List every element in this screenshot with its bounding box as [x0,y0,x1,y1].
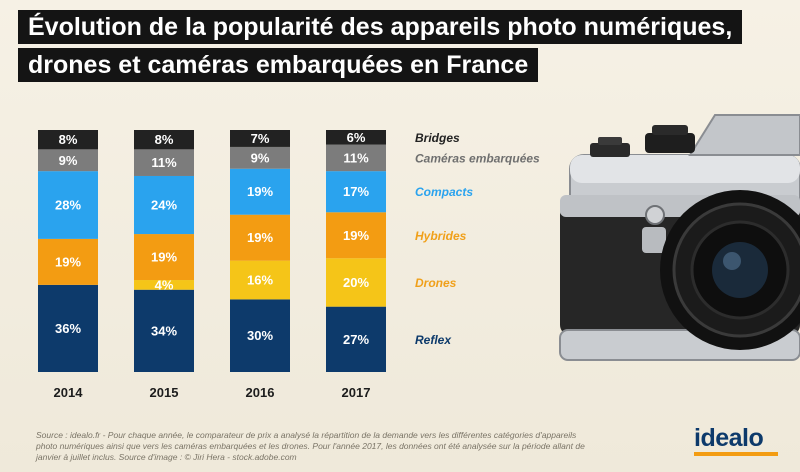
x-tick-label-2015: 2015 [150,385,179,400]
x-tick-label-2014: 2014 [54,385,84,400]
data-label-2017-2: 19% [343,228,369,243]
data-label-2017-1: 20% [343,275,369,290]
bar-segment-2014-2 [38,238,98,285]
x-tick-label-2017: 2017 [342,385,371,400]
legend: Reflex Drones Hybrides Compacts Caméras emba… [415,131,540,347]
data-label-2014-3: 28% [55,198,81,213]
bar-segment-2016-5 [230,130,290,147]
x-tick-label-2016: 2016 [246,385,275,400]
bar-segment-2015-5 [134,130,194,150]
bar-segment-2017-0 [326,306,386,372]
data-label-2014-5: 8% [59,132,78,147]
data-label-2017-0: 27% [343,332,369,347]
data-label-2015-5: 8% [155,132,174,147]
data-label-2016-3: 19% [247,184,273,199]
bar-segment-2015-2 [134,234,194,281]
bar-segment-2015-1 [134,280,194,290]
legend-label-0: Reflex [415,333,452,347]
bar-segment-2014-5 [38,130,98,150]
bar-segment-2016-0 [230,299,290,372]
bar-segment-2015-3 [134,175,194,235]
data-label-2014-0: 36% [55,321,81,336]
legend-label-1: Drones [415,276,457,290]
data-label-2014-2: 19% [55,254,81,269]
idealo-logo: idealo [694,424,764,452]
data-label-2017-4: 11% [343,150,369,165]
legend-label-5: Bridges [415,131,460,145]
data-label-2015-2: 19% [151,250,177,265]
data-label-2014-4: 9% [59,153,78,168]
legend-label-2: Hybrides [415,229,467,243]
data-label-2015-1: 4% [155,277,174,292]
bar-segment-2016-4 [230,146,290,169]
bar-segment-2017-3 [326,171,386,213]
bar-segment-2017-4 [326,144,386,172]
bar-segment-2017-5 [326,130,386,145]
data-label-2015-4: 11% [151,155,177,170]
title-line-1: Évolution de la popularité des appareils… [18,10,743,44]
logo-underline [694,452,778,456]
source-note: Source : idealo.fr - Pour chaque année, … [36,430,585,462]
bar-segment-2015-0 [134,289,194,372]
data-label-2016-5: 7% [251,131,270,146]
bar-segment-2017-2 [326,212,386,259]
bar-segment-2016-3 [230,168,290,215]
x-tick-labels: 2014 2015 2016 2017 [54,385,371,400]
bars-group: 36% 19% 28% 9% 8% 34% 4% 19% 24% 11% 8% 30% 16% 19% 19… [38,130,386,372]
data-label-2015-0: 34% [151,323,177,338]
data-label-2017-5: 6% [347,130,366,145]
data-label-2017-3: 17% [343,184,369,199]
data-label-2016-1: 16% [247,273,273,288]
data-label-2016-0: 30% [247,328,273,343]
data-label-2016-2: 19% [247,230,273,245]
data-label-2015-3: 24% [151,198,177,213]
bar-segment-2016-2 [230,214,290,261]
legend-label-3: Compacts [415,185,473,199]
title-line-2: drones et caméras embarquées en France [18,48,539,82]
bar-segment-2014-3 [38,171,98,239]
camera-icon [559,114,800,361]
bar-segment-2014-4 [38,149,98,172]
bar-segment-2016-1 [230,260,290,300]
bar-segment-2017-1 [326,258,386,307]
bar-segment-2015-4 [134,149,194,176]
legend-label-4: Caméras embarquées [415,151,540,165]
data-label-2016-4: 9% [251,150,270,165]
bar-segment-2014-0 [38,284,98,372]
